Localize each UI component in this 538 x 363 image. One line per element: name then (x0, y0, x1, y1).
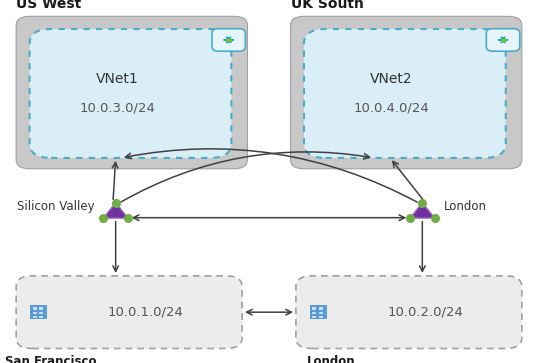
FancyBboxPatch shape (33, 307, 37, 310)
FancyBboxPatch shape (486, 29, 520, 51)
FancyBboxPatch shape (212, 29, 245, 51)
FancyBboxPatch shape (318, 307, 323, 310)
Text: US West: US West (16, 0, 81, 11)
FancyBboxPatch shape (318, 312, 323, 314)
FancyBboxPatch shape (304, 29, 506, 158)
FancyBboxPatch shape (33, 312, 37, 314)
FancyBboxPatch shape (33, 316, 37, 318)
Text: 10.0.3.0/24: 10.0.3.0/24 (79, 102, 155, 114)
Text: London: London (307, 355, 355, 363)
FancyBboxPatch shape (16, 276, 242, 348)
FancyBboxPatch shape (39, 307, 43, 310)
Text: Silicon Valley: Silicon Valley (17, 200, 94, 213)
FancyBboxPatch shape (291, 16, 522, 169)
FancyBboxPatch shape (30, 305, 47, 319)
Text: 10.0.4.0/24: 10.0.4.0/24 (353, 102, 429, 114)
Text: San Francisco: San Francisco (5, 355, 97, 363)
FancyBboxPatch shape (39, 312, 43, 314)
Polygon shape (410, 203, 435, 218)
FancyBboxPatch shape (296, 276, 522, 348)
FancyBboxPatch shape (310, 305, 327, 319)
Text: 10.0.1.0/24: 10.0.1.0/24 (107, 306, 183, 319)
FancyBboxPatch shape (318, 316, 323, 318)
Polygon shape (103, 203, 128, 218)
FancyBboxPatch shape (30, 29, 231, 158)
Text: VNet2: VNet2 (370, 72, 413, 86)
FancyBboxPatch shape (313, 307, 316, 310)
FancyBboxPatch shape (313, 316, 316, 318)
Text: VNet1: VNet1 (96, 72, 138, 86)
Text: London: London (444, 200, 487, 213)
FancyBboxPatch shape (39, 316, 43, 318)
FancyBboxPatch shape (313, 312, 316, 314)
Text: 10.0.2.0/24: 10.0.2.0/24 (387, 306, 463, 319)
Text: UK South: UK South (291, 0, 363, 11)
FancyBboxPatch shape (16, 16, 247, 169)
